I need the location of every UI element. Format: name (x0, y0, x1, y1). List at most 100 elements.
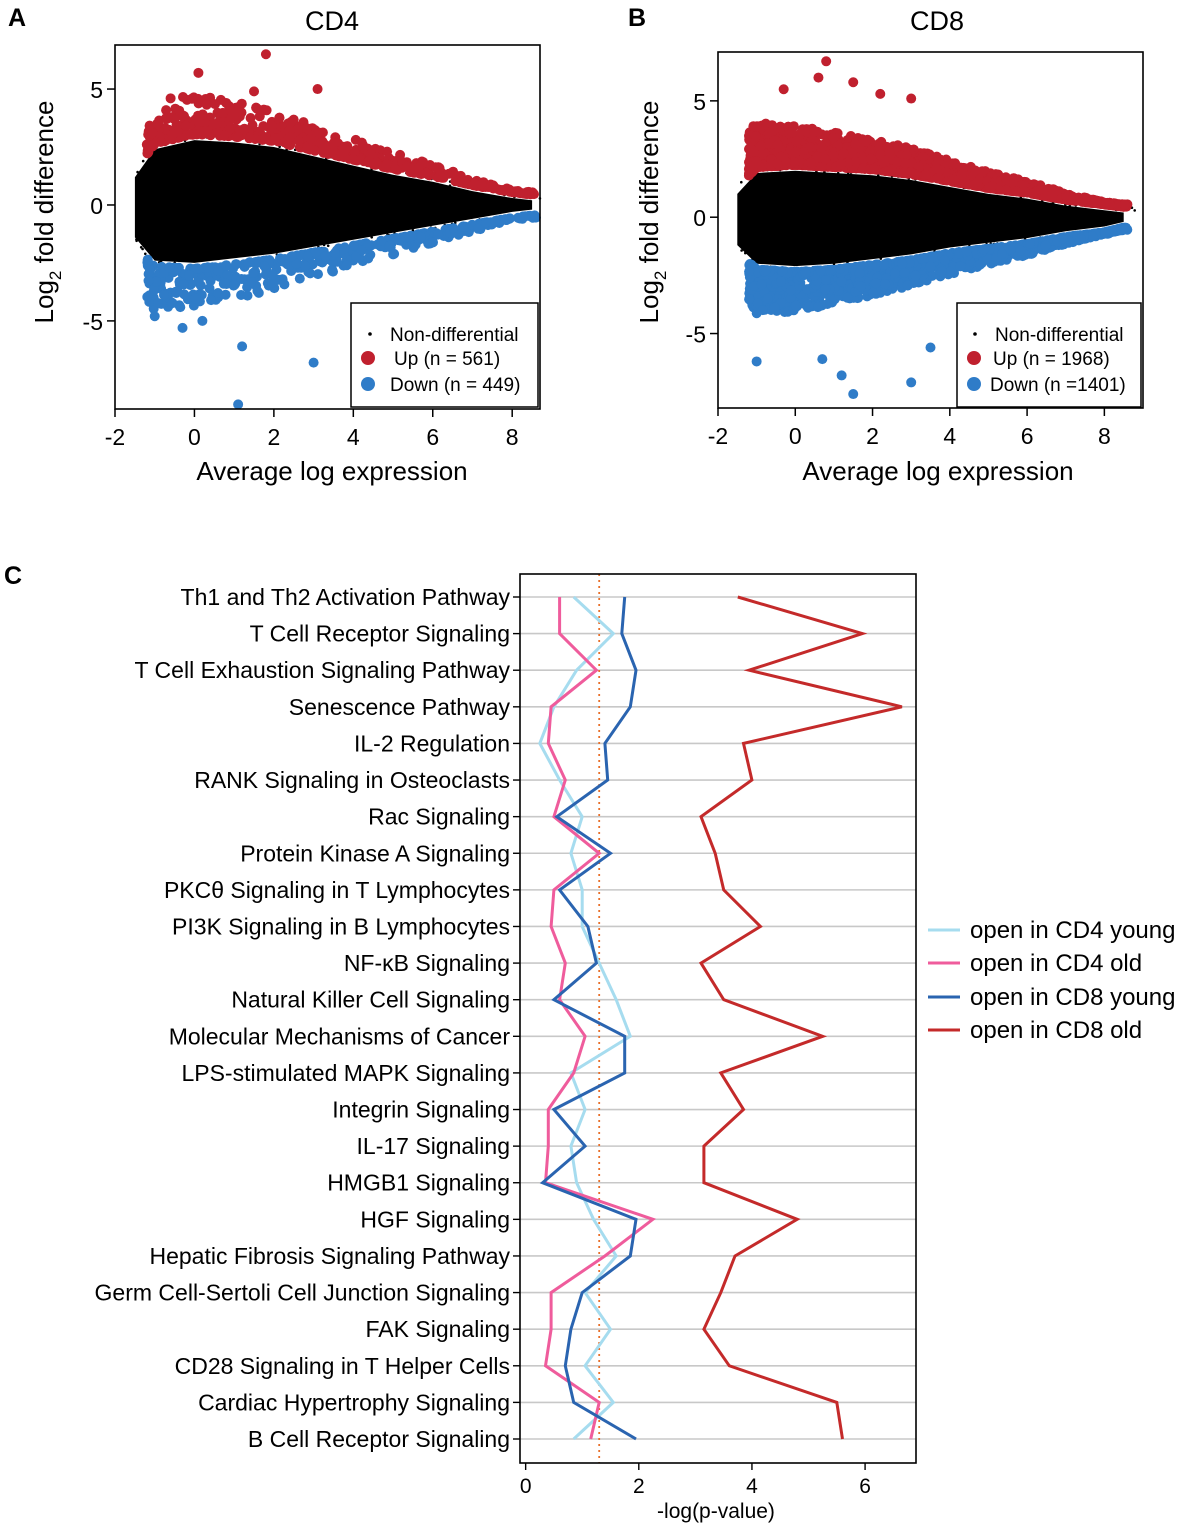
x-tick-label: 0 (520, 1475, 532, 1498)
down-point (762, 293, 773, 304)
down-point (879, 259, 889, 270)
panel-b-y-ticks: 5 0 -5 (686, 89, 706, 348)
category-label: T Cell Exhaustion Signaling Pathway (135, 657, 511, 683)
up-point (166, 112, 177, 123)
series-line-cd4-old (543, 597, 657, 1440)
up-point (821, 56, 832, 67)
up-point (1089, 197, 1100, 208)
down-point (237, 341, 248, 352)
down-point (927, 252, 938, 263)
up-point (261, 105, 272, 116)
down-point (348, 240, 359, 251)
down-point (222, 270, 233, 281)
nondiff-point (879, 257, 883, 260)
down-point (1100, 227, 1111, 238)
down-point (313, 269, 323, 280)
up-point (873, 139, 884, 149)
up-point (791, 136, 802, 147)
up-point (317, 127, 328, 138)
up-point (302, 141, 313, 152)
up-point (217, 107, 228, 118)
down-point (243, 258, 254, 269)
up-point (197, 109, 208, 120)
up-point (1079, 194, 1090, 204)
up-point (434, 170, 445, 181)
category-label: Molecular Mechanisms of Cancer (169, 1023, 511, 1049)
y-tick-label: -5 (686, 322, 706, 348)
x-tick-label: -2 (708, 423, 728, 449)
down-point (1121, 224, 1132, 234)
down-point (404, 231, 415, 242)
down-point (812, 302, 823, 313)
down-point (803, 301, 814, 312)
up-point (260, 132, 271, 143)
panel-b-y-axis-label: Log2 fold difference (634, 101, 670, 324)
up-point (180, 120, 191, 131)
down-point (777, 266, 788, 277)
x-tick-label: 2 (267, 424, 280, 450)
y-tick-label: 0 (693, 205, 706, 231)
category-label: Rac Signaling (368, 804, 510, 830)
down-point (751, 356, 762, 367)
nondiff-point (322, 243, 326, 247)
up-point (743, 170, 754, 181)
down-point (186, 278, 197, 289)
up-point (369, 158, 380, 169)
down-point (785, 293, 796, 303)
down-point (164, 262, 175, 273)
down-point (870, 278, 881, 289)
down-point (821, 275, 831, 286)
down-point (205, 276, 216, 286)
category-label: B Cell Receptor Signaling (248, 1426, 510, 1452)
up-point (909, 169, 920, 180)
down-point (944, 266, 955, 277)
up-point (848, 77, 859, 88)
up-point (1027, 188, 1038, 199)
down-point (266, 277, 277, 288)
down-point (149, 311, 160, 322)
down-point (236, 274, 247, 284)
category-label: HMGB1 Signaling (327, 1170, 510, 1196)
up-point (161, 105, 172, 116)
down-point (178, 279, 189, 290)
legend-box (350, 302, 539, 408)
down-point (902, 280, 913, 291)
up-point (781, 157, 792, 168)
up-point (1011, 186, 1022, 197)
up-point (250, 134, 261, 144)
down-point (308, 357, 319, 368)
up-point (292, 124, 303, 135)
y-tick-label: -5 (83, 309, 103, 335)
up-point (337, 148, 347, 159)
down-point (286, 251, 297, 262)
up-point (970, 165, 981, 176)
x-tick-label: 2 (633, 1475, 645, 1498)
down-point (202, 262, 213, 273)
panel-a-frame (114, 44, 541, 410)
down-point (975, 259, 985, 270)
up-point (232, 106, 243, 117)
down-point (961, 246, 972, 257)
down-point (197, 315, 208, 326)
down-point (836, 370, 847, 381)
down-point (310, 247, 321, 258)
down-point (997, 249, 1007, 259)
up-point (147, 128, 158, 139)
up-point (245, 113, 256, 123)
down-point (925, 342, 936, 353)
up-point (807, 134, 818, 145)
up-point (193, 67, 204, 78)
up-point (497, 185, 508, 196)
down-point (517, 211, 528, 222)
down-point (1015, 245, 1026, 256)
nondiff-point-cloud (134, 140, 533, 263)
nondiff-point (136, 170, 139, 174)
category-label: Cardiac Hypertrophy Signaling (198, 1389, 510, 1415)
x-tick-label: 2 (866, 423, 879, 449)
down-point (327, 265, 338, 276)
down-point (761, 265, 772, 276)
down-point (356, 245, 367, 256)
nondiff-point (744, 251, 747, 255)
down-point (1040, 240, 1051, 251)
